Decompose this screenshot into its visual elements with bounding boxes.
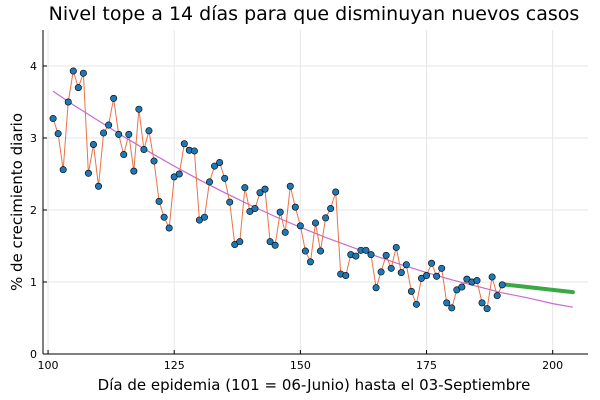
- data-point: [145, 127, 153, 135]
- plot-area: [49, 67, 575, 313]
- data-point: [150, 157, 158, 165]
- data-point: [120, 151, 128, 159]
- data-point: [301, 247, 309, 255]
- tick-labels: 100 125 150 175 200 0 1 2 3 4: [30, 60, 563, 372]
- data-point: [448, 304, 456, 312]
- data-point: [327, 205, 335, 213]
- x-tick-label: 125: [164, 359, 185, 372]
- data-point: [105, 121, 113, 129]
- data-point: [89, 140, 97, 148]
- data-point: [216, 158, 224, 166]
- data-point: [291, 203, 299, 211]
- data-point: [372, 284, 380, 292]
- data-point: [493, 292, 501, 300]
- data-point: [443, 299, 451, 307]
- data-point: [64, 98, 72, 106]
- data-point: [402, 261, 410, 269]
- data-point: [296, 222, 304, 230]
- data-point: [79, 69, 87, 77]
- y-tick-label: 4: [30, 60, 37, 73]
- data-point: [377, 268, 385, 276]
- x-tick-label: 100: [38, 359, 59, 372]
- data-point: [458, 283, 466, 291]
- data-point: [423, 272, 431, 280]
- data-point: [256, 189, 264, 197]
- data-point: [428, 259, 436, 267]
- data-point: [241, 184, 249, 192]
- data-point: [498, 281, 506, 289]
- chart-title: Nivel tope a 14 días para que disminuyan…: [49, 3, 580, 25]
- data-point: [100, 129, 108, 137]
- x-tick-label: 200: [542, 359, 563, 372]
- data-point: [211, 162, 219, 170]
- data-point: [125, 130, 133, 138]
- data-point: [115, 130, 123, 138]
- data-point: [59, 166, 67, 174]
- data-point: [397, 269, 405, 277]
- data-point: [322, 214, 330, 222]
- data-point: [478, 299, 486, 307]
- x-axis-label: Día de epidemia (101 = 06-Junio) hasta e…: [98, 376, 531, 394]
- data-point: [433, 272, 441, 280]
- data-point: [281, 228, 289, 236]
- data-point: [286, 182, 294, 190]
- data-point: [261, 185, 269, 193]
- grid: [43, 30, 588, 355]
- observed-line: [52, 70, 503, 310]
- data-point: [236, 238, 244, 246]
- axes: [42, 30, 588, 355]
- trend-line: [52, 90, 574, 308]
- data-point: [54, 130, 62, 138]
- data-point: [382, 251, 390, 259]
- data-point: [69, 67, 77, 75]
- data-point: [332, 188, 340, 196]
- data-point: [200, 213, 208, 221]
- data-point: [251, 205, 259, 213]
- data-point: [488, 273, 496, 281]
- data-point: [362, 246, 370, 254]
- data-point: [352, 252, 360, 260]
- data-point: [266, 238, 274, 246]
- data-point: [306, 258, 314, 266]
- y-tick-label: 2: [30, 204, 37, 217]
- data-point: [438, 264, 446, 272]
- data-point: [180, 140, 188, 148]
- data-point: [206, 178, 214, 186]
- data-point: [226, 198, 234, 206]
- data-point: [221, 174, 229, 182]
- data-point: [160, 213, 168, 221]
- data-point: [311, 219, 319, 227]
- data-point: [367, 251, 375, 259]
- y-tick-label: 1: [30, 276, 37, 289]
- x-tick-label: 150: [290, 359, 311, 372]
- data-point: [110, 94, 118, 102]
- data-point: [412, 300, 420, 308]
- data-point: [407, 287, 415, 295]
- data-point: [84, 169, 92, 177]
- data-point: [317, 247, 325, 255]
- data-point: [155, 197, 163, 205]
- data-point: [483, 305, 491, 313]
- x-tick-label: 175: [416, 359, 437, 372]
- data-point: [342, 272, 350, 280]
- y-tick-label: 0: [30, 348, 37, 361]
- data-point: [271, 241, 279, 249]
- y-tick-label: 3: [30, 132, 37, 145]
- data-point: [190, 147, 198, 155]
- data-point: [387, 264, 395, 272]
- data-point: [473, 277, 481, 285]
- projection-line: [500, 282, 575, 295]
- data-point: [130, 167, 138, 175]
- data-point: [135, 105, 143, 113]
- data-point: [392, 243, 400, 251]
- data-point: [276, 208, 284, 216]
- data-point: [165, 224, 173, 232]
- y-axis-label: % de crecimiento diario: [8, 113, 26, 291]
- data-point: [74, 84, 82, 92]
- data-point: [140, 146, 148, 154]
- data-point: [175, 170, 183, 178]
- data-point: [49, 115, 57, 123]
- data-point: [95, 182, 103, 190]
